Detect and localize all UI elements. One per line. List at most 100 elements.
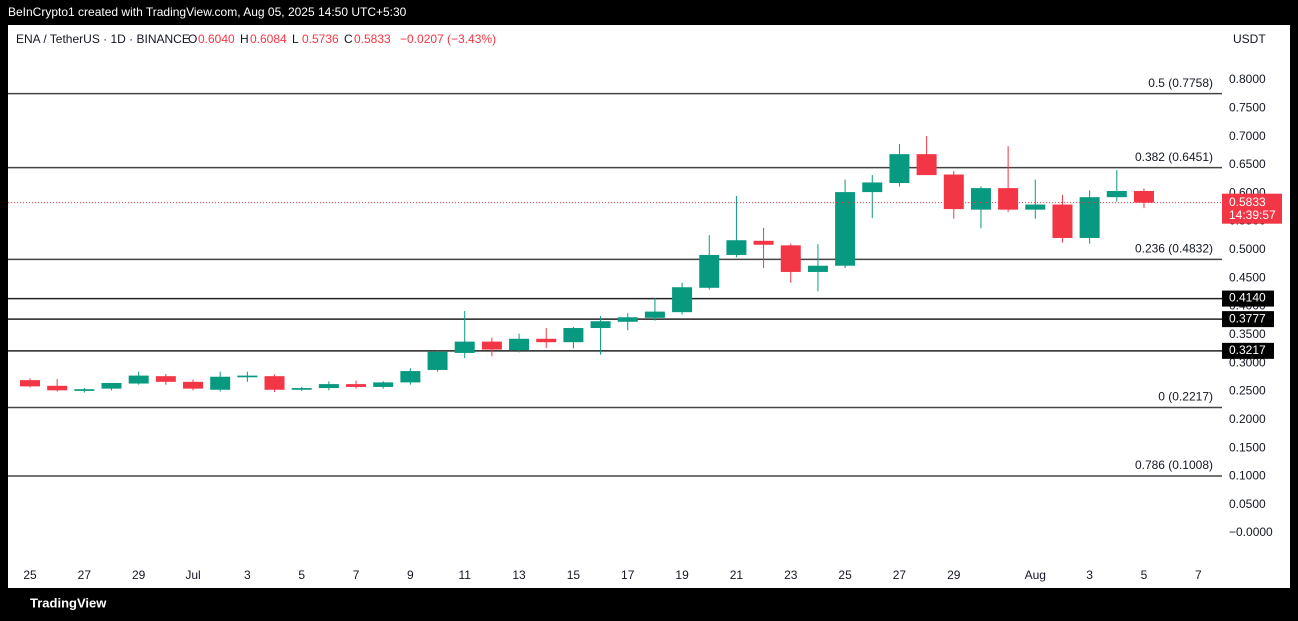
candle-body [74, 389, 95, 391]
candle-body [617, 317, 638, 322]
candle-body [916, 154, 937, 176]
change: −0.0207 (−3.43%) [400, 32, 496, 46]
currency: USDT [1233, 32, 1266, 46]
ohlc-label: H [240, 32, 249, 46]
countdown: 14:39:57 [1229, 208, 1276, 222]
candle-body [590, 321, 611, 329]
candle-body [1052, 204, 1073, 238]
x-tick-label: 13 [512, 568, 526, 582]
y-tick-label: 0.1000 [1229, 469, 1266, 483]
x-tick-label: 9 [407, 568, 414, 582]
candle-body [427, 351, 448, 370]
y-tick-label: 0.8000 [1229, 72, 1266, 86]
brand: TradingView [30, 595, 107, 610]
candle-body [699, 254, 720, 288]
ohlc-label: O [188, 32, 197, 46]
candle-body [454, 341, 475, 353]
x-tick-label: Aug [1025, 568, 1046, 582]
chart-panel [8, 25, 1290, 588]
candle-body [943, 174, 964, 210]
x-tick-label: 5 [298, 568, 305, 582]
credit: BeInCrypto1 created with TradingView.com… [8, 5, 407, 19]
x-tick-label: 23 [784, 568, 798, 582]
last-price-box [1222, 193, 1282, 224]
x-tick-label: 27 [893, 568, 907, 582]
price-box-label: 0.3217 [1229, 343, 1266, 357]
fib-label: 0.382 (0.6451) [1135, 150, 1213, 164]
x-tick-label: 3 [244, 568, 251, 582]
ohlc-value: 0.6040 [198, 32, 235, 46]
y-tick-label: 0.4500 [1229, 270, 1266, 284]
x-tick-label: 21 [730, 568, 744, 582]
candle-body [346, 384, 367, 387]
x-tick-label: 25 [23, 568, 37, 582]
x-tick-label: 27 [78, 568, 92, 582]
candle-body [101, 382, 122, 389]
y-tick-label: 0.2000 [1229, 412, 1266, 426]
y-tick-label: 0.7500 [1229, 100, 1266, 114]
candle-body [400, 371, 421, 383]
candle-body [183, 381, 204, 389]
fib-label: 0.236 (0.4832) [1135, 242, 1213, 256]
ohlc-value: 0.5736 [302, 32, 339, 46]
x-tick-label: 29 [947, 568, 961, 582]
candle-body [481, 341, 502, 350]
candle-body [780, 245, 801, 272]
candle-body [998, 188, 1019, 210]
candle-body [807, 265, 828, 272]
fib-label: 0.786 (0.1008) [1135, 458, 1213, 472]
candle-body [862, 182, 883, 193]
last-price-label: 0.5833 [1229, 195, 1266, 209]
x-tick-label: 7 [1195, 568, 1202, 582]
candle-body [509, 338, 530, 351]
candle-body [20, 380, 40, 387]
candle-body [672, 287, 693, 313]
x-tick-label: 3 [1086, 568, 1093, 582]
price-box-label: 0.3777 [1229, 311, 1266, 325]
y-tick-label: 0.0500 [1229, 497, 1266, 511]
candle-body [644, 311, 665, 318]
y-tick-label: 0.2500 [1229, 384, 1266, 398]
symbol: ENA / TetherUS · 1D · BINANCE [16, 32, 190, 46]
price-box [1222, 342, 1274, 359]
candle-body [726, 240, 747, 255]
candle-body [970, 188, 991, 210]
ohlc-label: L [292, 32, 299, 46]
price-box-label: 0.4140 [1229, 291, 1266, 305]
candle-body [753, 240, 774, 245]
candle-body [536, 338, 557, 343]
candle-body [373, 382, 394, 387]
candle-body [128, 375, 149, 384]
ohlc-value: 0.6084 [250, 32, 287, 46]
y-tick-label: 0.7000 [1229, 129, 1266, 143]
candle-body [835, 192, 856, 266]
x-tick-label: 17 [621, 568, 635, 582]
y-tick-label: 0.1500 [1229, 440, 1266, 454]
ohlc-value: 0.5833 [354, 32, 391, 46]
price-box [1222, 311, 1274, 328]
candle-body [237, 375, 258, 378]
candle-body [889, 154, 910, 184]
candle-body [291, 388, 312, 390]
fib-label: 0.5 (0.7758) [1148, 76, 1213, 90]
x-tick-label: 19 [675, 568, 689, 582]
candle-body [1106, 190, 1127, 198]
x-tick-label: 25 [838, 568, 852, 582]
candle-body [264, 376, 285, 390]
candle-body [47, 385, 68, 391]
candle-body [318, 384, 339, 389]
x-tick-label: 29 [132, 568, 146, 582]
candle-body [210, 376, 231, 390]
candle-body [1079, 197, 1100, 238]
x-tick-label: Jul [185, 568, 200, 582]
candle-body [155, 376, 176, 382]
x-tick-label: 15 [567, 568, 581, 582]
candle-body [1133, 190, 1154, 203]
x-tick-label: 5 [1141, 568, 1148, 582]
fib-label: 0 (0.2217) [1158, 390, 1213, 404]
price-box [1222, 290, 1274, 307]
y-tick-label: 0.5000 [1229, 242, 1266, 256]
ohlc-label: C [344, 32, 353, 46]
